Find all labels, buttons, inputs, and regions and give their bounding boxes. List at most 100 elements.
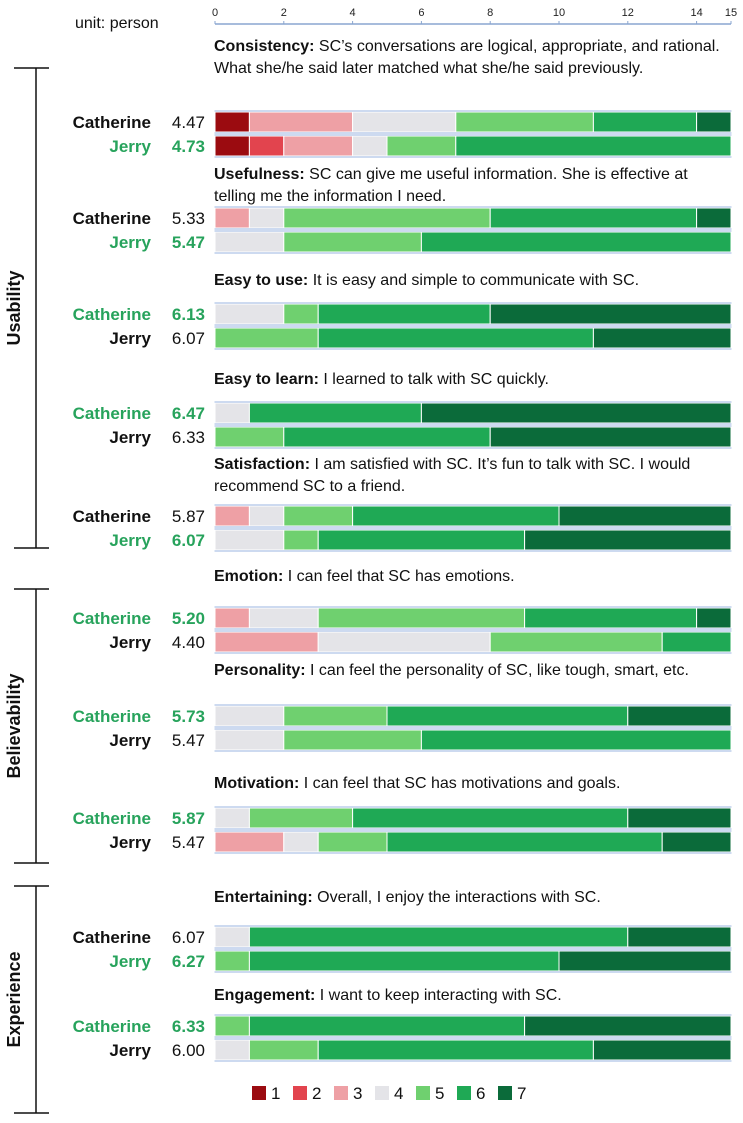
question-description: I can feel the personality of SC, like t… <box>305 662 689 679</box>
bar-segment-3 <box>214 607 250 629</box>
bar-segment-7 <box>489 426 732 448</box>
bar-segment-7 <box>524 1015 732 1037</box>
question-title: Usefulness: <box>214 166 305 183</box>
bar-segment-6 <box>352 505 560 527</box>
question-title: Emotion: <box>214 568 284 585</box>
bar-segment-3 <box>214 831 285 853</box>
row-name: Catherine <box>73 809 151 828</box>
bar-segment-4 <box>317 631 491 653</box>
row-score: 4.40 <box>172 633 205 652</box>
bar-segment-5 <box>283 529 319 551</box>
x-tick-label: 0 <box>212 7 218 19</box>
question-title: Consistency: <box>214 38 315 55</box>
legend-swatch-4 <box>375 1086 389 1100</box>
bar-segment-7 <box>592 327 732 349</box>
row-name: Catherine <box>73 507 151 526</box>
row-score: 4.47 <box>172 113 205 132</box>
bar-segment-7 <box>627 926 732 948</box>
legend-swatch-2 <box>293 1086 307 1100</box>
bar-segment-3 <box>283 135 354 157</box>
row-name: Catherine <box>73 113 151 132</box>
row-score: 6.07 <box>172 928 205 947</box>
bar-segment-3 <box>248 111 354 133</box>
question-text: Easy to learn: I learned to talk with SC… <box>214 369 726 391</box>
bar-segment-5 <box>283 303 319 325</box>
row-score: 5.87 <box>172 507 205 526</box>
bar-segment-6 <box>317 529 526 551</box>
bar-segment-6 <box>317 327 594 349</box>
bar-segment-5 <box>317 831 388 853</box>
bar-segment-5 <box>248 807 354 829</box>
row-name: Catherine <box>73 209 151 228</box>
bar-segment-6 <box>283 426 491 448</box>
question-description: I can feel that SC has motivations and g… <box>299 775 621 792</box>
question-description: I can feel that SC has emotions. <box>283 568 515 585</box>
bar-segment-6 <box>248 950 560 972</box>
bar-segment-6 <box>352 807 629 829</box>
bar-segment-4 <box>214 729 285 751</box>
row-name: Jerry <box>109 329 151 348</box>
row-score: 6.13 <box>172 305 205 324</box>
bar-segment-4 <box>214 402 250 424</box>
bar-segment-6 <box>248 402 422 424</box>
bar-segment-7 <box>420 402 732 424</box>
row-score: 5.47 <box>172 833 205 852</box>
bar-segment-5 <box>283 231 422 253</box>
bar-segment-6 <box>386 831 663 853</box>
question-description: I learned to talk with SC quickly. <box>318 371 549 388</box>
bar-segment-5 <box>214 327 319 349</box>
bar-segment-4 <box>352 135 388 157</box>
legend-label: 2 <box>312 1084 321 1103</box>
x-tick-label: 8 <box>487 7 493 19</box>
row-score: 5.20 <box>172 609 205 628</box>
question-description: SC’s conversations are logical, appropri… <box>214 38 720 77</box>
bar-segment-5 <box>214 426 285 448</box>
x-tick-label: 14 <box>690 7 702 19</box>
bar-segment-6 <box>386 705 629 727</box>
legend-label: 4 <box>394 1084 403 1103</box>
bar-segment-4 <box>214 1039 250 1061</box>
bar-segment-7 <box>592 1039 732 1061</box>
bar-segment-3 <box>214 631 319 653</box>
row-score: 5.47 <box>172 731 205 750</box>
row-name: Catherine <box>73 404 151 423</box>
row-score: 6.33 <box>172 428 205 447</box>
row-name: Jerry <box>109 233 151 252</box>
question-description: Overall, I enjoy the interactions with S… <box>312 889 601 906</box>
x-tick-label: 10 <box>553 7 565 19</box>
group-label: Experience <box>4 951 24 1047</box>
group-label-bg <box>3 669 25 783</box>
bar-segment-4 <box>214 303 285 325</box>
legend-label: 1 <box>271 1084 280 1103</box>
row-score: 6.07 <box>172 531 205 550</box>
group-label-bg <box>3 266 25 350</box>
row-score: 6.27 <box>172 952 205 971</box>
row-score: 6.00 <box>172 1041 205 1060</box>
bar-segment-6 <box>248 926 629 948</box>
unit-label: unit: person <box>75 15 159 32</box>
bar-segment-4 <box>214 529 285 551</box>
x-tick-label: 12 <box>622 7 634 19</box>
bar-segment-6 <box>248 1015 526 1037</box>
group-label: Usability <box>4 270 24 345</box>
row-name: Catherine <box>73 305 151 324</box>
bar-segment-4 <box>248 207 285 229</box>
bar-segment-7 <box>696 207 732 229</box>
x-tick-label: 15 <box>725 7 737 19</box>
row-score: 6.07 <box>172 329 205 348</box>
row-score: 6.47 <box>172 404 205 423</box>
legend-swatch-7 <box>498 1086 512 1100</box>
bar-segment-4 <box>214 926 250 948</box>
group-label: Believability <box>4 673 24 778</box>
bar-segment-5 <box>489 631 663 653</box>
legend-label: 3 <box>353 1084 362 1103</box>
row-name: Jerry <box>109 731 151 750</box>
bar-segment-2 <box>248 135 285 157</box>
row-name: Jerry <box>109 833 151 852</box>
bar-segment-7 <box>627 807 732 829</box>
row-name: Catherine <box>73 707 151 726</box>
bar-segment-4 <box>248 607 319 629</box>
question-text: Consistency: SC’s conversations are logi… <box>214 36 726 80</box>
question-title: Engagement: <box>214 987 316 1004</box>
